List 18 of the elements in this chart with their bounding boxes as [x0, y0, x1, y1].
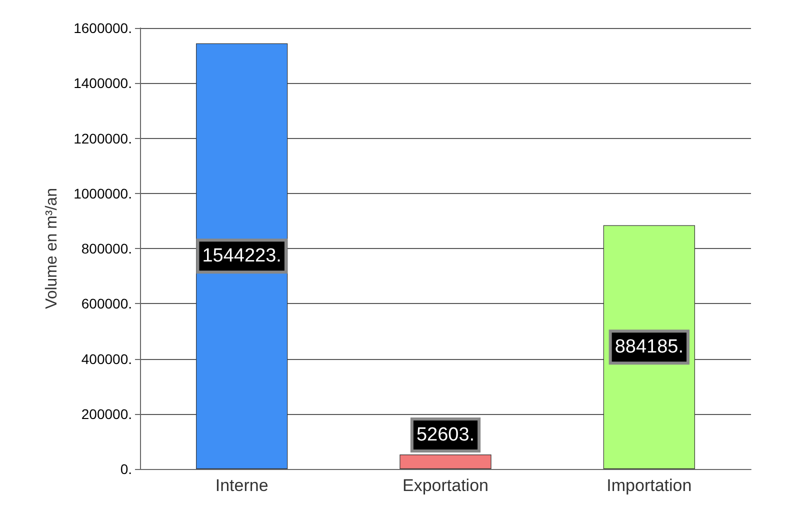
y-axis-title: Volume en m³/an	[44, 188, 60, 309]
x-tick-label: Exportation	[402, 476, 488, 495]
y-tick-label: 1600000.	[74, 20, 132, 36]
data-label: 1544223.	[202, 246, 282, 267]
bar	[196, 43, 288, 469]
bar	[400, 454, 492, 469]
x-tick-label: Interne	[215, 476, 268, 495]
y-tick-label: 1000000.	[74, 185, 132, 202]
y-tick-label: 600000.	[81, 296, 132, 312]
data-label: 884185.	[614, 336, 684, 358]
x-tick-label: Importation	[606, 476, 692, 495]
y-tick-label: 200000.	[81, 406, 132, 422]
y-tick-label: 1200000.	[74, 130, 132, 146]
y-tick-label: 1400000.	[74, 75, 132, 92]
y-tick-label: 400000.	[81, 350, 132, 367]
y-tick-label: 0.	[120, 461, 132, 477]
y-tick-label: 800000.	[81, 240, 132, 256]
data-label: 52603.	[416, 424, 475, 446]
